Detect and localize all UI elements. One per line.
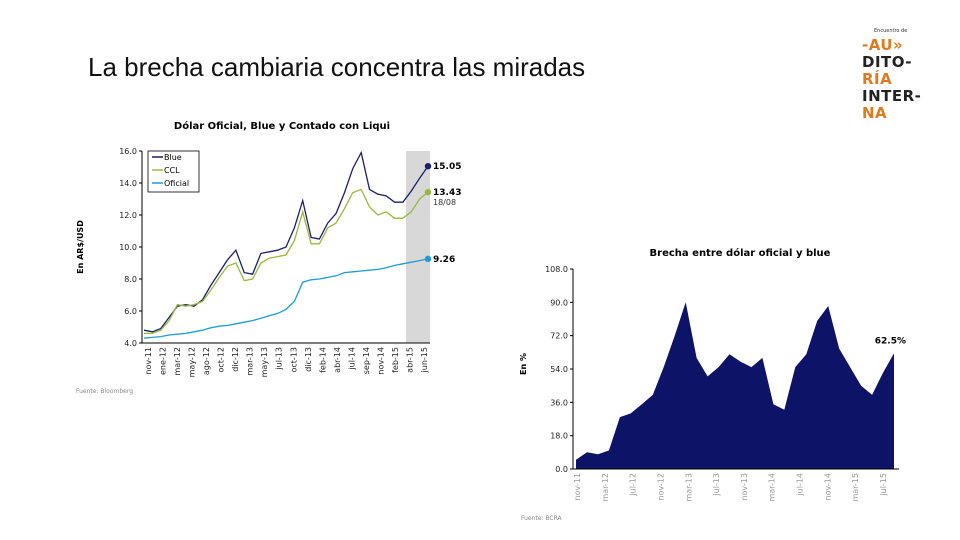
legend-entry: Oficial <box>164 179 189 188</box>
chart1-ylabel: En AR$/USD <box>76 220 85 274</box>
chart1-title: Dólar Oficial, Blue y Contado con Liqui <box>174 120 390 132</box>
chart1-xtick-label: dic-13 <box>304 347 313 372</box>
slide-title: La brecha cambiaria concentra las mirada… <box>88 52 586 82</box>
chart1-ytick-label: 6.0 <box>124 307 137 316</box>
legend-entry: CCL <box>164 166 180 175</box>
logo-line-3: RÍA <box>862 70 893 88</box>
auditoria-interna-logo: Encuentro de -AU» DITO- RÍA INTER- NA <box>852 28 922 128</box>
chart1-ytick-label: 4.0 <box>124 339 137 348</box>
logo-line-5: NA <box>862 104 888 122</box>
end-point-ccl <box>424 188 432 196</box>
chart1-ytick-label: 8.0 <box>124 275 137 284</box>
chart1-xtick-label: oct-13 <box>289 347 298 373</box>
chart1-xtick-label: may-13 <box>260 347 269 377</box>
chart1-xtick-label: sep-14 <box>362 347 371 374</box>
chart1-xtick-label: ago-12 <box>202 347 211 375</box>
chart1-xtick-label: dic-12 <box>231 347 240 372</box>
legend-box <box>147 150 200 193</box>
chart1-xtick-label: mar-12 <box>173 347 182 376</box>
end-label-oficial: 9.26 <box>433 255 455 265</box>
shaded-band <box>405 151 430 343</box>
end-label-ccl: 13.43 <box>433 188 461 198</box>
chart1-xtick-label: abr-15 <box>405 347 414 373</box>
logo-line-4: INTER- <box>862 87 922 105</box>
chart1-legend: Blue CCL Oficial <box>147 150 200 193</box>
legend-entry: Blue <box>164 153 182 162</box>
chart1-xtick-label: oct-12 <box>217 347 226 373</box>
chart1-xtick-label: abr-14 <box>333 347 342 373</box>
chart1-ytick-label: 14.0 <box>119 179 137 188</box>
chart1-xtick-label: may-12 <box>188 347 197 377</box>
chart1-ytick-label: 10.0 <box>119 243 137 252</box>
end-point-oficial <box>424 255 432 263</box>
logo-line-1: -AU» <box>862 36 904 54</box>
chart1-xtick-label: feb-14 <box>318 347 327 373</box>
chart1-xtick-label: jul-13 <box>275 347 284 371</box>
end-label-blue: 15.05 <box>433 162 461 172</box>
chart1-xtick-label: jul-14 <box>347 347 356 371</box>
logo-tagline: Encuentro de <box>874 28 908 34</box>
chart1-ytick-label: 16.0 <box>119 147 137 156</box>
chart1-xtick-label: nov-11 <box>144 347 153 375</box>
chart1-ytick-label: 12.0 <box>119 211 137 220</box>
chart1-date-label: 18/08 <box>433 198 456 207</box>
chart1-xtick-label: ene-12 <box>159 347 168 375</box>
logo-line-2: DITO- <box>862 53 913 71</box>
series-line-oficial <box>143 258 429 339</box>
chart1-xtick-label: mar-13 <box>246 347 255 376</box>
series-line-ccl <box>144 188 429 335</box>
chart1-xtick-label: jun-15 <box>420 347 429 373</box>
chart1-xtick-label: nov-14 <box>376 347 385 375</box>
chart1-source: Fuente: Bloomberg <box>76 388 133 395</box>
chart1-xtick-label: feb-15 <box>391 347 400 373</box>
end-point-blue <box>424 163 432 170</box>
